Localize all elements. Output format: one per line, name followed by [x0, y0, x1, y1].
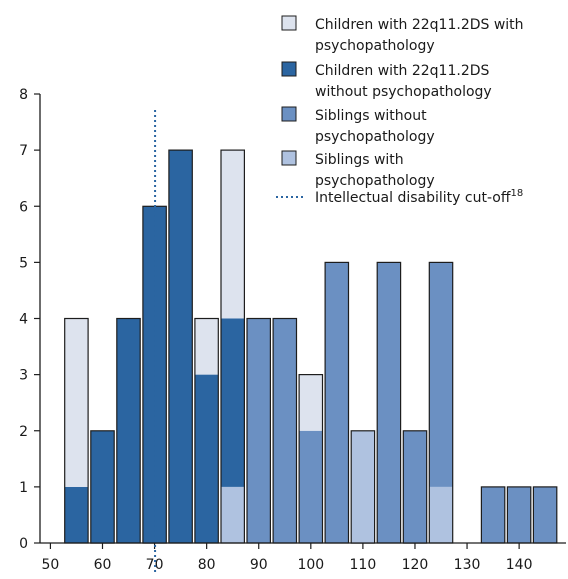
- bar-segment-145-0: [533, 486, 557, 543]
- legend-cutoff-superscript: 18: [511, 188, 524, 199]
- legend-label-0-0: Children with 22q11.2DS with: [315, 17, 524, 33]
- legend-label-3-1: psychopathology: [315, 173, 435, 189]
- x-tick-label-90: 90: [250, 557, 268, 573]
- legend: Children with 22q11.2DS with psychopathol…: [276, 15, 524, 206]
- y-tick-label-0: 0: [19, 536, 28, 552]
- x-tick-label-120: 120: [402, 557, 429, 573]
- legend-label-1-0: Children with 22q11.2DS: [315, 63, 490, 79]
- x-tick-label-130: 130: [454, 557, 481, 573]
- bar-segment-110-0: [351, 430, 375, 544]
- bar-segment-135-0: [481, 486, 505, 543]
- bar-segment-55-0: [64, 486, 89, 543]
- legend-label-2-1: psychopathology: [315, 129, 435, 145]
- bar-segment-90-0: [247, 318, 271, 543]
- x-tick-label-80: 80: [198, 557, 216, 573]
- bar-segment-85-0: [221, 486, 245, 543]
- legend-swatch-0: [281, 15, 297, 31]
- x-tick-label-140: 140: [506, 557, 533, 573]
- axes-layer: 0123456785060708090100110120130140: [19, 87, 566, 573]
- bar-segment-80-0: [194, 374, 219, 543]
- bar-segment-65-0: [116, 318, 141, 543]
- bar-segment-75-0: [168, 150, 193, 543]
- bar-segment-140-0: [507, 486, 531, 543]
- legend-label-3-0: Siblings with: [315, 152, 404, 168]
- bar-segment-125-1: [429, 262, 453, 487]
- bar-segment-70-0: [142, 206, 167, 544]
- bar-segment-60-0: [90, 430, 115, 544]
- y-tick-label-7: 7: [19, 143, 28, 159]
- bar-segment-115-0: [377, 262, 401, 543]
- bar-segment-85-1: [221, 318, 245, 487]
- bar-segment-100-1: [299, 374, 323, 431]
- bar-segment-105-0: [325, 262, 349, 543]
- x-tick-label-110: 110: [350, 557, 377, 573]
- legend-swatch-2: [281, 106, 297, 122]
- legend-cutoff-label: Intellectual disability cut-off18: [315, 188, 523, 206]
- y-tick-label-5: 5: [19, 255, 28, 271]
- bar-segment-100-0: [299, 430, 323, 544]
- x-tick-label-50: 50: [42, 557, 60, 573]
- bar-segment-125-0: [429, 486, 453, 543]
- legend-label-2-0: Siblings without: [315, 108, 427, 124]
- bar-segment-120-0: [403, 430, 427, 544]
- x-tick-label-60: 60: [94, 557, 112, 573]
- y-tick-label-6: 6: [19, 199, 28, 215]
- y-tick-label-1: 1: [19, 480, 28, 496]
- bar-segment-85-2: [221, 150, 245, 319]
- legend-swatch-3: [281, 150, 297, 166]
- legend-label-1-1: without psychopathology: [315, 84, 492, 100]
- bar-segment-95-0: [273, 318, 297, 543]
- bars-layer: [64, 149, 558, 544]
- x-tick-label-100: 100: [297, 557, 324, 573]
- legend-label-0-1: psychopathology: [315, 38, 435, 54]
- y-tick-label-4: 4: [19, 312, 28, 328]
- y-tick-label-8: 8: [19, 87, 28, 103]
- y-tick-label-2: 2: [19, 424, 28, 440]
- bar-segment-80-1: [194, 318, 219, 375]
- legend-swatch-1: [281, 61, 297, 77]
- y-tick-label-3: 3: [19, 368, 28, 384]
- bar-segment-55-1: [64, 318, 89, 487]
